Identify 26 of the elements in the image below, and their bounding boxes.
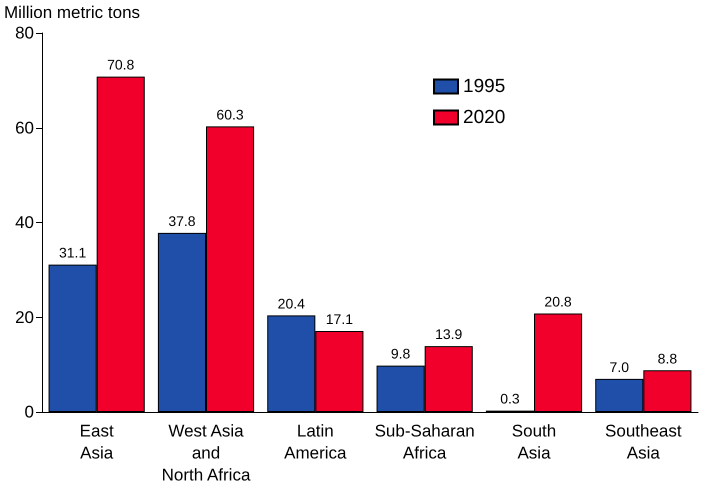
x-tick-label: East Asia (80, 422, 114, 462)
data-label: 20.8 (544, 293, 572, 310)
legend-label: 1995 (463, 76, 506, 97)
data-label: 7.0 (610, 358, 630, 375)
data-label: 31.1 (58, 244, 86, 261)
legend-label: 2020 (463, 107, 506, 128)
x-tick-label: South Asia (512, 422, 556, 462)
data-label: 9.8 (390, 346, 411, 362)
data-label: 20.4 (278, 295, 306, 312)
x-tick-label: Latin America (284, 422, 348, 462)
y-tick-label: 40 (15, 213, 34, 232)
y-tick-label: 60 (15, 118, 34, 138)
y-axis-title: Million metric tons (4, 3, 140, 22)
data-label: 0.3 (500, 390, 520, 407)
y-tick-label: 0 (24, 402, 34, 422)
x-tick-label: Sub-Saharan Africa (374, 422, 475, 462)
data-label: 17.1 (326, 310, 354, 327)
y-tick-label: 80 (15, 24, 34, 42)
x-tick-label: West Asia and North Africa (162, 422, 251, 484)
data-label: 60.3 (216, 106, 244, 122)
y-tick-label: 20 (15, 308, 34, 327)
data-label: 8.8 (658, 350, 678, 366)
data-label: 70.8 (107, 56, 135, 73)
data-label: 13.9 (435, 326, 463, 342)
x-tick-label: Southeast Asia (605, 422, 682, 462)
data-label: 37.8 (168, 212, 196, 229)
